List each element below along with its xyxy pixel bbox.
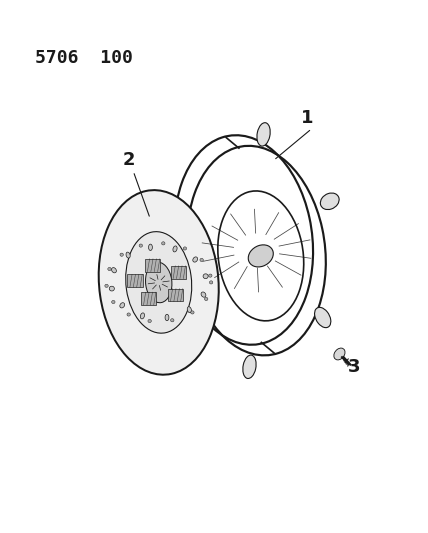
FancyBboxPatch shape <box>128 274 143 287</box>
Ellipse shape <box>193 257 198 262</box>
Text: 1: 1 <box>301 109 314 127</box>
Ellipse shape <box>171 319 174 322</box>
FancyBboxPatch shape <box>171 266 186 279</box>
Ellipse shape <box>112 268 116 273</box>
Ellipse shape <box>126 232 192 333</box>
Ellipse shape <box>126 252 130 258</box>
Ellipse shape <box>162 242 165 245</box>
Ellipse shape <box>201 292 206 297</box>
Ellipse shape <box>205 297 208 301</box>
FancyBboxPatch shape <box>141 292 156 305</box>
Ellipse shape <box>120 303 125 308</box>
Ellipse shape <box>191 311 194 314</box>
Ellipse shape <box>187 306 191 313</box>
Ellipse shape <box>248 245 273 267</box>
Ellipse shape <box>127 313 131 316</box>
Ellipse shape <box>257 123 270 146</box>
Ellipse shape <box>165 314 169 321</box>
FancyBboxPatch shape <box>168 289 183 301</box>
Ellipse shape <box>208 274 212 277</box>
Text: 2: 2 <box>123 151 135 169</box>
Ellipse shape <box>109 286 114 291</box>
Ellipse shape <box>334 348 345 360</box>
Ellipse shape <box>108 268 111 271</box>
Ellipse shape <box>243 355 256 378</box>
FancyBboxPatch shape <box>145 259 160 271</box>
Ellipse shape <box>183 247 187 250</box>
Ellipse shape <box>315 308 331 328</box>
Ellipse shape <box>203 274 208 279</box>
Ellipse shape <box>112 301 115 304</box>
Text: 3: 3 <box>348 358 360 376</box>
Ellipse shape <box>120 253 123 256</box>
Ellipse shape <box>320 193 339 209</box>
Ellipse shape <box>105 284 108 287</box>
Ellipse shape <box>140 313 145 319</box>
Ellipse shape <box>146 262 172 303</box>
Text: 5706  100: 5706 100 <box>36 49 133 67</box>
Ellipse shape <box>99 190 219 375</box>
Ellipse shape <box>173 246 177 252</box>
Ellipse shape <box>166 232 185 249</box>
Ellipse shape <box>149 244 152 251</box>
Ellipse shape <box>148 319 152 322</box>
Ellipse shape <box>209 281 213 284</box>
Ellipse shape <box>200 259 203 262</box>
Ellipse shape <box>139 244 143 247</box>
